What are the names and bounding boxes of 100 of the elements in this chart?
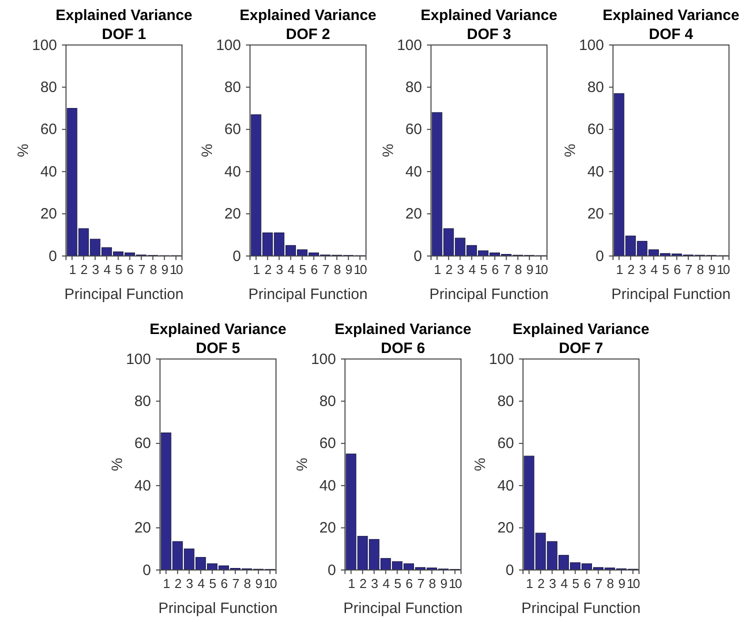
x-tick-label: 2 <box>537 576 544 592</box>
chart-subtitle: DOF 4 <box>648 26 694 43</box>
x-tick-label: 1 <box>434 262 441 278</box>
x-tick-label: 6 <box>406 576 413 592</box>
x-tick-label: 4 <box>560 576 568 592</box>
x-tick-label: 4 <box>198 576 205 592</box>
y-tick-label: 100 <box>216 36 241 54</box>
x-tick-label: 6 <box>310 262 318 278</box>
x-tick-label: 8 <box>150 262 157 278</box>
x-tick-label: 4 <box>382 576 390 592</box>
x-tick-label: 8 <box>696 262 704 278</box>
y-tick-label: 0 <box>414 248 422 265</box>
y-tick-label: 80 <box>319 393 336 410</box>
x-tick-label: 8 <box>428 576 436 592</box>
x-tick-label: 1 <box>616 262 623 278</box>
chart-title: Explained Variance <box>150 321 286 338</box>
x-tick-label: 9 <box>161 262 168 278</box>
x-tick-label: 7 <box>503 262 510 278</box>
y-tick-label: 0 <box>142 562 151 579</box>
y-axis-title: % <box>199 144 216 158</box>
x-tick-label: 3 <box>457 262 464 278</box>
x-tick-label: 7 <box>417 576 424 592</box>
chart-title: Explained Variance <box>420 7 558 24</box>
chart-title: Explained Variance <box>334 321 472 338</box>
x-tick-label: 6 <box>584 576 591 592</box>
y-tick-label: 60 <box>40 121 57 138</box>
x-tick-label: 1 <box>252 262 260 278</box>
x-tick-label: 8 <box>334 262 341 278</box>
y-tick-label: 80 <box>587 79 604 96</box>
x-tick-label: 6 <box>220 576 228 592</box>
x-tick-label: 6 <box>492 262 499 278</box>
x-tick-label: 7 <box>595 576 602 592</box>
x-tick-label: 10 <box>354 262 367 278</box>
y-tick-label: 40 <box>405 163 422 180</box>
x-tick-label: 2 <box>174 576 182 592</box>
y-tick-label: 80 <box>405 79 422 96</box>
y-tick-label: 40 <box>224 163 241 180</box>
y-tick-label: 20 <box>497 520 514 537</box>
x-tick-label: 1 <box>526 576 533 592</box>
y-tick-label: 100 <box>310 350 336 368</box>
x-tick-label: 5 <box>480 262 488 278</box>
chart-subtitle: DOF 2 <box>286 26 330 43</box>
chart-title: Explained Variance <box>56 7 192 24</box>
x-tick-label: 4 <box>288 262 295 278</box>
x-tick-label: 5 <box>394 576 402 592</box>
chart-title: Explained Variance <box>512 321 650 338</box>
x-tick-label: 10 <box>626 576 640 592</box>
y-tick-label: 100 <box>32 36 57 54</box>
x-tick-label: 9 <box>440 576 448 592</box>
y-tick-label: 0 <box>48 248 57 265</box>
y-tick-label: 100 <box>488 350 514 368</box>
x-axis-title: Principal Function <box>248 286 368 303</box>
chart-subtitle: DOF 3 <box>466 26 512 43</box>
y-axis-title: % <box>380 144 397 158</box>
y-axis-title: % <box>109 458 126 472</box>
chart-subtitle: DOF 1 <box>102 26 146 43</box>
x-tick-label: 8 <box>514 262 522 278</box>
y-tick-label: 80 <box>40 79 57 96</box>
y-tick-label: 80 <box>497 393 514 410</box>
y-axis-title: % <box>15 144 32 158</box>
y-tick-label: 60 <box>587 121 604 138</box>
y-tick-label: 80 <box>224 79 241 96</box>
x-tick-label: 2 <box>359 576 366 592</box>
x-tick-label: 1 <box>162 576 170 592</box>
y-tick-label: 100 <box>396 36 422 54</box>
y-tick-label: 20 <box>319 520 336 537</box>
x-tick-label: 3 <box>92 262 100 278</box>
y-tick-label: 0 <box>328 562 336 579</box>
x-axis-title: Principal Function <box>521 600 641 617</box>
x-tick-label: 2 <box>445 262 452 278</box>
x-tick-label: 9 <box>526 262 534 278</box>
chart-subtitle: DOF 7 <box>558 340 604 357</box>
y-tick-label: 40 <box>134 477 151 494</box>
x-tick-label: 8 <box>244 576 251 592</box>
x-tick-label: 4 <box>650 262 658 278</box>
x-tick-label: 10 <box>170 262 183 278</box>
x-axis-title: Principal Function <box>429 286 549 303</box>
y-tick-label: 20 <box>587 206 604 223</box>
x-tick-label: 7 <box>138 262 146 278</box>
x-tick-label: 5 <box>209 576 216 592</box>
y-tick-label: 60 <box>319 435 336 452</box>
y-tick-label: 60 <box>134 435 151 452</box>
x-tick-label: 7 <box>322 262 330 278</box>
x-tick-label: 7 <box>685 262 692 278</box>
y-axis-title: % <box>294 458 311 472</box>
x-tick-label: 10 <box>264 576 277 592</box>
x-tick-label: 8 <box>606 576 614 592</box>
x-tick-label: 2 <box>80 262 88 278</box>
x-tick-label: 6 <box>674 262 681 278</box>
x-tick-label: 3 <box>371 576 378 592</box>
y-axis-title: % <box>472 458 489 472</box>
x-tick-label: 10 <box>534 262 548 278</box>
y-tick-label: 80 <box>134 393 151 410</box>
y-tick-label: 100 <box>126 350 151 368</box>
x-tick-label: 6 <box>126 262 134 278</box>
y-tick-label: 40 <box>497 477 514 494</box>
y-tick-label: 100 <box>578 36 604 54</box>
x-axis-title: Principal Function <box>611 286 731 303</box>
x-tick-label: 5 <box>662 262 670 278</box>
y-tick-label: 60 <box>405 121 422 138</box>
